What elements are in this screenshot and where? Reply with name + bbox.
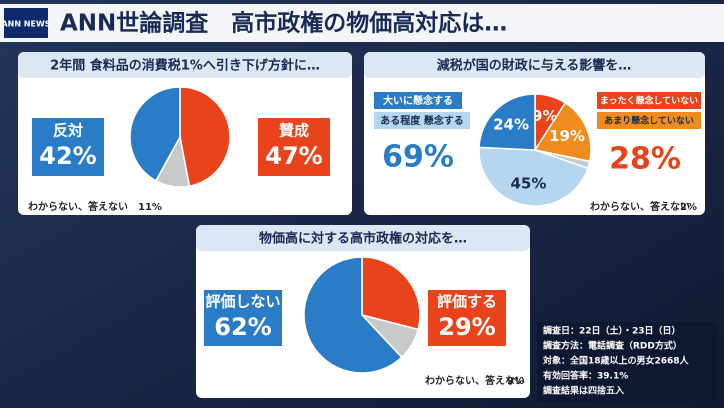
group-value-label: 28% [609,142,681,177]
label-box [374,112,470,129]
chart-title: 減税が国の財政に与える影響を… [437,58,632,74]
note: 調査結果は四捨五入 [543,385,624,397]
pie-slice [361,256,421,331]
label-box [597,92,701,109]
value-label: 42% [39,142,96,170]
slice-label: 9% [532,107,557,125]
label-box [597,112,701,129]
label-box [32,118,104,176]
notes-box [537,322,717,402]
pie-slice [478,146,589,207]
value-label: 11% [138,202,162,213]
logo: ANN NEWS [1,20,50,29]
category-label: 賛成 [279,122,309,140]
value-label: 9% [507,376,524,387]
slice-label: 24% [493,115,529,133]
label-box [374,92,462,109]
label-box [204,290,282,346]
value-label: 47% [265,142,322,170]
category-label: ある程度 懸念する [380,114,463,127]
category-label: 反対 [53,122,83,140]
category-label: わからない、答えない [28,200,128,213]
value-label: 2% [680,202,697,213]
category-label: 評価する [437,293,497,311]
header-title: ANN世論調査 高市政権の物価高対応は… [60,10,507,37]
category-label: わからない、答えない [425,374,525,387]
label-box [258,118,330,176]
value-label: 62% [214,313,271,341]
chart-title: 物価高に対する高市政権の対応を… [259,231,467,247]
category-label: わからない、答えない [590,200,690,213]
chart-title: 2年間 食料品の消費税1%へ引き下げ方針に… [50,58,320,74]
category-label: あまり懸念していない [604,115,694,127]
pie-slice [533,101,592,163]
note: 対象：全国18歳以上の男女2668人 [542,355,690,367]
panel-title-bar [364,52,705,78]
pie-slice [478,93,536,151]
note: 調査方法：電話調査（RDD方式） [543,340,682,352]
header-bar [0,4,724,42]
pie-slice [179,86,231,187]
value-label: 29% [438,313,495,341]
group-value-label: 69% [382,140,454,175]
note: 調査日：22日（土）・23日（日） [543,325,681,337]
slice-label: 19% [549,127,585,145]
pie-slice [303,256,403,374]
category-label: 評価しない [205,293,280,311]
label-box [428,290,506,346]
logo-box [4,8,48,38]
slice-label: 45% [510,175,546,193]
category-label: 大いに懸念する [383,94,453,107]
panel-title-bar [18,52,352,78]
pie-slice [129,86,181,182]
category-label: まったく懸念していない [600,95,698,107]
panel-title-bar [196,225,530,251]
note: 有効回答率：39.1% [543,370,628,382]
